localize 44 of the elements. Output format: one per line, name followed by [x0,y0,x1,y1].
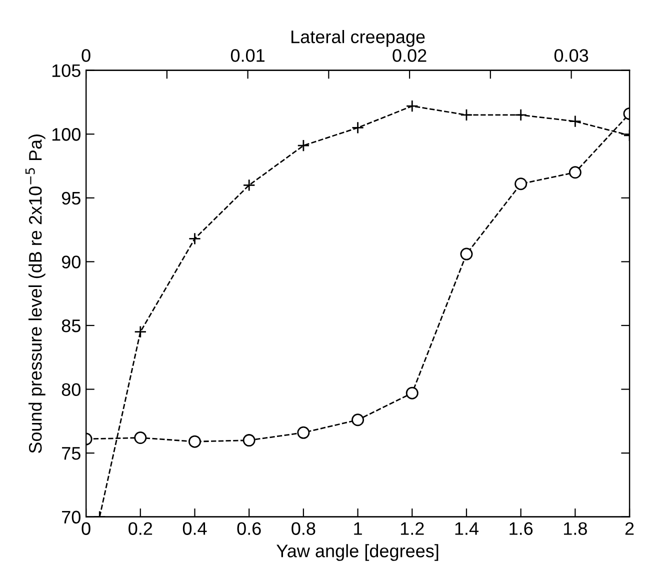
point [242,178,256,192]
point [188,435,201,448]
point [188,232,201,245]
y-tick-label: 70 [62,510,80,524]
point [406,386,418,400]
y-tick-label: 105 [52,64,80,78]
point [568,115,582,128]
y-axis-title: Sound pressure level (dB re 2x10$^{−5}$ Pa) [25,134,46,454]
y-tick-label: 90 [62,256,80,268]
point [406,100,418,112]
y-tick-label: 75 [62,447,80,460]
x-tick-label: 1.6 [510,522,533,535]
x-tick-label: 2 [625,522,634,535]
point [134,326,147,338]
y-tick-label: 100 [52,128,80,141]
y-tick-label: 95 [62,192,80,205]
x2-tick-label: 0.01 [230,49,264,62]
x-tick-label: 0.8 [292,522,316,535]
x-tick-label: 1.8 [564,522,587,535]
x-tick-label: 1.2 [400,522,424,535]
point [460,108,473,122]
point [352,121,364,134]
point [134,432,147,444]
x-tick-label: 0.2 [128,522,152,535]
x-tick-label: 1.4 [455,522,479,535]
x2-tick-label: 0.03 [554,49,588,62]
x2-tick-label: 0.02 [392,49,426,62]
y-tick-label: 80 [62,383,80,396]
x-tick-label: 0.6 [237,522,261,535]
point [460,248,473,260]
x2-axis-title: Lateral creepage [292,30,425,47]
x2-tick-label: 0 [82,49,90,62]
x-tick-label: 1 [354,522,362,535]
point [568,166,582,179]
point [352,414,364,426]
point [297,139,310,152]
point [242,434,256,447]
point [514,178,528,190]
x-axis-title: Yaw angle [degrees] [276,544,438,561]
y-tick-label: 85 [62,319,80,332]
x-tick-label: 0 [82,522,90,535]
point [514,108,528,122]
point [297,426,310,439]
x-tick-label: 0.4 [182,522,207,535]
